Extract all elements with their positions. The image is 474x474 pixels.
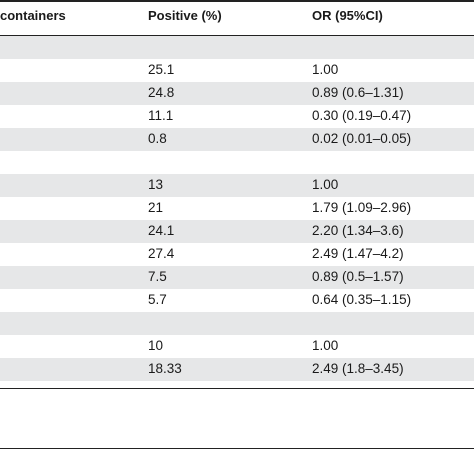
positive-cell: 10 — [148, 338, 164, 353]
positive-cell: 24.1 — [148, 223, 175, 238]
positive-cell: 13 — [148, 177, 164, 192]
positive-cell: 27.4 — [148, 246, 175, 261]
table-footer-rule — [0, 448, 474, 449]
table-row: 18.33 2.49 (1.8–3.45) — [0, 358, 474, 381]
or-cell: 0.30 (0.19–0.47) — [312, 108, 412, 123]
or-cell: 2.49 (1.8–3.45) — [312, 361, 404, 376]
table-row: 24.8 0.89 (0.6–1.31) — [0, 82, 474, 105]
or-cell: 0.89 (0.6–1.31) — [312, 85, 404, 100]
or-cell: 1.00 — [312, 177, 339, 192]
or-cell: 2.20 (1.34–3.6) — [312, 223, 404, 238]
table-row: 13 1.00 — [0, 174, 474, 197]
table-row: 10 1.00 — [0, 335, 474, 358]
table-row: 27.4 2.49 (1.47–4.2) — [0, 243, 474, 266]
table-row — [0, 312, 474, 335]
header-or: OR (95%CI) — [312, 8, 383, 23]
table-row: 7.5 0.89 (0.5–1.57) — [0, 266, 474, 289]
table-row: 5.7 0.64 (0.35–1.15) — [0, 289, 474, 312]
positive-cell: 25.1 — [148, 62, 175, 77]
positive-cell: 11.1 — [148, 108, 174, 123]
positive-cell: 18.33 — [148, 361, 182, 376]
positive-cell: 7.5 — [148, 269, 167, 284]
or-cell: 1.00 — [312, 62, 339, 77]
or-cell: 0.89 (0.5–1.57) — [312, 269, 404, 284]
table-top-rule — [0, 0, 474, 2]
or-cell: 0.64 (0.35–1.15) — [312, 292, 412, 307]
positive-cell: 0.8 — [148, 131, 167, 146]
table-row — [0, 36, 474, 59]
table-row: 11.1 0.30 (0.19–0.47) — [0, 105, 474, 128]
table-header: containers Positive (%) OR (95%CI) — [0, 0, 474, 35]
table-bottom-rule — [0, 388, 474, 389]
positive-cell: 5.7 — [148, 292, 167, 307]
positive-cell: 21 — [148, 200, 164, 215]
table-row: 25.1 1.00 — [0, 59, 474, 82]
table-row: 24.1 2.20 (1.34–3.6) — [0, 220, 474, 243]
header-positive: Positive (%) — [148, 8, 222, 23]
table-row — [0, 151, 474, 174]
table-row: 21 1.79 (1.09–2.96) — [0, 197, 474, 220]
table-row: 0.8 0.02 (0.01–0.05) — [0, 128, 474, 151]
header-containers: containers — [0, 8, 66, 23]
table-header-rule — [0, 35, 474, 36]
or-cell: 1.79 (1.09–2.96) — [312, 200, 412, 215]
or-cell: 2.49 (1.47–4.2) — [312, 246, 404, 261]
or-cell: 0.02 (0.01–0.05) — [312, 131, 412, 146]
or-cell: 1.00 — [312, 338, 339, 353]
positive-cell: 24.8 — [148, 85, 175, 100]
